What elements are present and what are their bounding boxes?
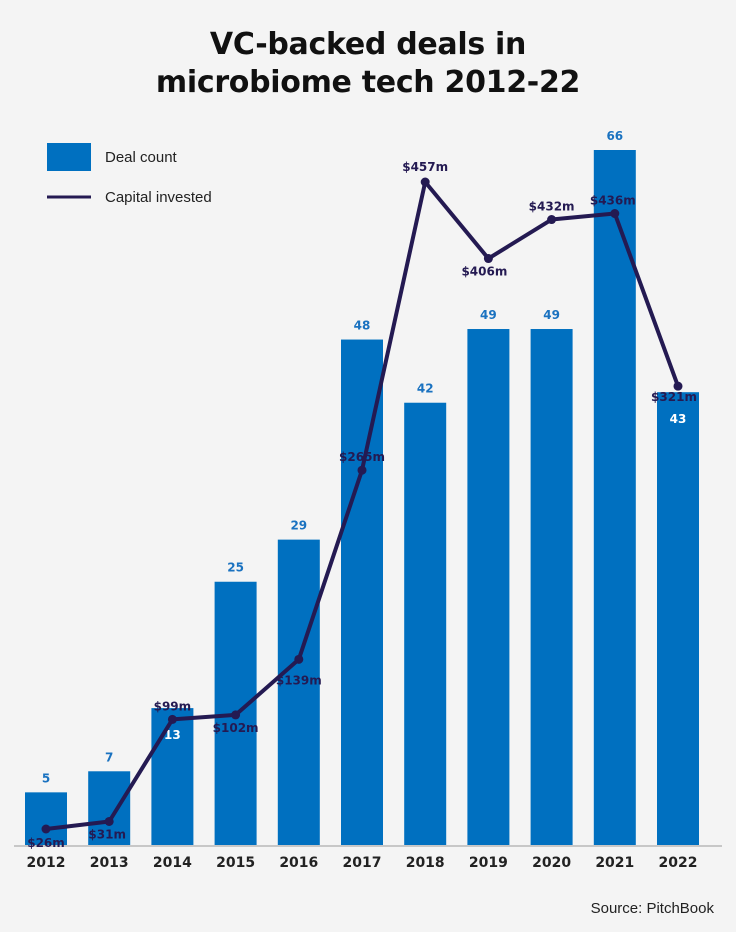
capital-point-2016 bbox=[294, 654, 304, 664]
capital-value-label-2019: $406m bbox=[461, 265, 507, 279]
x-tick-2014: 2014 bbox=[153, 855, 192, 871]
capital-point-2017 bbox=[357, 465, 367, 475]
capital-value-label-2014: $99m bbox=[154, 699, 192, 713]
capital-value-label-2020: $432m bbox=[529, 200, 575, 214]
bar-value-label-2020: 49 bbox=[543, 308, 560, 322]
x-tick-2012: 2012 bbox=[27, 855, 66, 871]
bar-2017 bbox=[341, 339, 383, 845]
x-tick-2021: 2021 bbox=[595, 855, 634, 871]
chart-title: VC-backed deals in microbiome tech 2012-… bbox=[0, 26, 736, 102]
bar-2021 bbox=[593, 150, 636, 845]
capital-point-2020 bbox=[547, 215, 557, 225]
x-tick-2016: 2016 bbox=[279, 855, 318, 871]
bar-value-label-2014: 13 bbox=[164, 728, 181, 742]
chart-title-line-2: microbiome tech 2012-22 bbox=[155, 65, 581, 100]
bar-value-label-2022: 43 bbox=[670, 412, 687, 426]
bar-value-label-2021: 66 bbox=[606, 129, 623, 143]
bar-2012 bbox=[25, 792, 67, 845]
capital-point-2013 bbox=[104, 816, 114, 826]
bar-value-label-2015: 25 bbox=[227, 561, 244, 575]
bar-value-label-2012: 5 bbox=[42, 771, 50, 785]
bar-2019 bbox=[467, 329, 510, 845]
bar-value-label-2016: 29 bbox=[290, 519, 307, 533]
capital-point-2022 bbox=[673, 381, 683, 391]
bar-2013 bbox=[88, 771, 131, 845]
x-tick-2022: 2022 bbox=[659, 855, 698, 871]
capital-value-label-2022: $321m bbox=[651, 390, 697, 404]
capital-value-label-2017: $265m bbox=[339, 450, 385, 464]
chart-title-line-1: VC-backed deals in bbox=[209, 27, 527, 62]
bar-2020 bbox=[530, 329, 573, 845]
capital-value-label-2013: $31m bbox=[88, 827, 126, 841]
x-tick-2017: 2017 bbox=[343, 855, 382, 871]
capital-point-2018 bbox=[420, 177, 430, 187]
bar-2022 bbox=[657, 392, 699, 845]
capital-value-label-2021: $436m bbox=[590, 194, 636, 208]
bar-value-label-2017: 48 bbox=[354, 319, 371, 333]
bar-value-label-2018: 42 bbox=[417, 382, 434, 396]
bar-2014 bbox=[151, 708, 194, 845]
source-note: Source: PitchBook bbox=[590, 900, 714, 917]
capital-value-label-2018: $457m bbox=[402, 160, 448, 174]
x-tick-2015: 2015 bbox=[216, 855, 255, 871]
bar-value-label-2019: 49 bbox=[480, 308, 497, 322]
capital-value-label-2012: $26m bbox=[27, 836, 65, 850]
capital-point-2014 bbox=[167, 714, 177, 724]
legend: Deal count Capital invested bbox=[47, 143, 212, 206]
capital-point-2019 bbox=[483, 254, 493, 264]
bar-2018 bbox=[404, 402, 447, 845]
bar-value-label-2013: 7 bbox=[105, 750, 113, 764]
bar-2016 bbox=[277, 539, 320, 845]
x-tick-2013: 2013 bbox=[90, 855, 129, 871]
capital-value-label-2016: $139m bbox=[276, 673, 322, 687]
x-tick-2019: 2019 bbox=[469, 855, 508, 871]
legend-label-capital-invested: Capital invested bbox=[105, 189, 212, 206]
x-tick-2020: 2020 bbox=[532, 855, 571, 871]
capital-point-2012 bbox=[41, 824, 51, 834]
capital-point-2015 bbox=[231, 710, 241, 720]
capital-value-label-2015: $102m bbox=[213, 721, 259, 735]
legend-swatch-deal-count bbox=[47, 143, 91, 171]
legend-label-deal-count: Deal count bbox=[105, 149, 178, 166]
x-tick-2018: 2018 bbox=[406, 855, 445, 871]
capital-point-2021 bbox=[610, 209, 620, 219]
